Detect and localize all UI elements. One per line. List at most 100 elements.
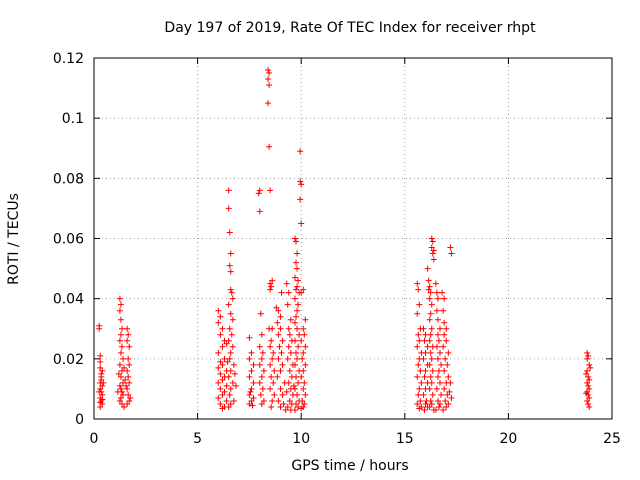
data-point-plus [291, 274, 298, 281]
data-point-plus [221, 355, 228, 362]
data-point-plus [270, 349, 277, 356]
data-point-plus [438, 361, 445, 368]
data-point-plus [427, 373, 434, 380]
data-point-plus [280, 400, 287, 407]
data-point-plus [300, 325, 307, 332]
data-point-plus [283, 388, 290, 395]
data-point-plus [118, 343, 125, 350]
data-point-plus [121, 403, 128, 410]
data-point-plus [426, 337, 433, 344]
data-point-plus [279, 361, 286, 368]
data-point-plus [275, 307, 282, 314]
data-point-plus [285, 379, 292, 386]
x-tick-labels: 0 5 10 15 20 25 [90, 431, 621, 447]
data-point-plus [294, 265, 301, 272]
data-point-plus [116, 397, 123, 404]
data-point-plus [259, 385, 266, 392]
data-point-plus [301, 331, 308, 338]
data-point-plus [230, 361, 237, 368]
data-point-plus [248, 367, 255, 374]
data-point-plus [219, 343, 226, 350]
data-point-plus [286, 397, 293, 404]
data-point-plus [290, 382, 297, 389]
data-point-plus [448, 250, 455, 257]
data-point-plus [414, 400, 421, 407]
data-point-plus [448, 394, 455, 401]
data-point-plus [295, 301, 302, 308]
data-point-plus [428, 379, 435, 386]
data-point-plus [425, 286, 432, 293]
data-point-plus [587, 364, 594, 371]
data-point-plus [416, 385, 423, 392]
x-tick-label: 10 [292, 431, 310, 447]
data-point-plus [224, 358, 231, 365]
data-point-plus [294, 307, 301, 314]
data-point-plus [99, 382, 106, 389]
data-point-plus [248, 385, 255, 392]
data-point-plus [298, 289, 305, 296]
data-point-plus [294, 250, 301, 257]
data-point-plus [302, 361, 309, 368]
data-point-plus [217, 358, 224, 365]
data-point-plus [117, 394, 124, 401]
data-point-plus [430, 256, 437, 263]
data-point-plus [117, 373, 124, 380]
data-point-plus [246, 334, 253, 341]
data-point-plus [116, 382, 123, 389]
data-point-plus [585, 352, 592, 359]
data-point-plus [298, 220, 305, 227]
data-point-plus [117, 349, 124, 356]
data-point-plus [422, 349, 429, 356]
data-point-plus [438, 391, 445, 398]
data-point-plus [246, 355, 253, 362]
data-point-plus [278, 289, 285, 296]
data-point-plus [428, 325, 435, 332]
data-point-plus [427, 289, 434, 296]
data-point-plus [118, 325, 125, 332]
data-point-plus [586, 394, 593, 401]
data-point-plus [432, 280, 439, 287]
data-point-plus [426, 295, 433, 302]
data-point-plus [427, 397, 434, 404]
data-point-plus [270, 379, 277, 386]
data-point-plus [586, 403, 593, 410]
data-point-plus [435, 367, 442, 374]
data-point-plus [584, 349, 591, 356]
data-point-plus [430, 247, 437, 254]
data-point-plus [434, 316, 441, 323]
data-point-plus [97, 385, 104, 392]
data-point-plus [291, 385, 298, 392]
data-point-plus [424, 265, 431, 272]
data-point-plus [420, 391, 427, 398]
data-point-plus [437, 400, 444, 407]
data-point-plus [258, 355, 265, 362]
data-point-plus [420, 355, 427, 362]
data-point-plus [215, 349, 222, 356]
data-point-plus [434, 397, 441, 404]
data-point-plus [428, 355, 435, 362]
data-point-plus [298, 373, 305, 380]
data-point-plus [120, 391, 127, 398]
data-point-plus [293, 373, 300, 380]
data-point-plus [122, 376, 129, 383]
data-point-plus [97, 399, 104, 406]
x-tick-label: 25 [603, 431, 621, 447]
data-point-plus [256, 361, 263, 368]
data-point-plus [299, 355, 306, 362]
data-point-plus [293, 259, 300, 266]
data-point-plus [266, 143, 273, 150]
data-point-plus [125, 391, 132, 398]
data-point-plus [276, 343, 283, 350]
data-point-plus [258, 331, 265, 338]
data-point-plus [441, 331, 448, 338]
data-point-plus [277, 313, 284, 320]
data-point-plus [442, 355, 449, 362]
data-point-plus [433, 307, 440, 314]
data-point-plus [429, 238, 436, 245]
data-point-plus [275, 331, 282, 338]
data-point-plus [586, 376, 593, 383]
data-point-plus [217, 313, 224, 320]
data-point-plus [231, 370, 238, 377]
data-point-plus [429, 391, 436, 398]
data-point-plus [230, 397, 237, 404]
